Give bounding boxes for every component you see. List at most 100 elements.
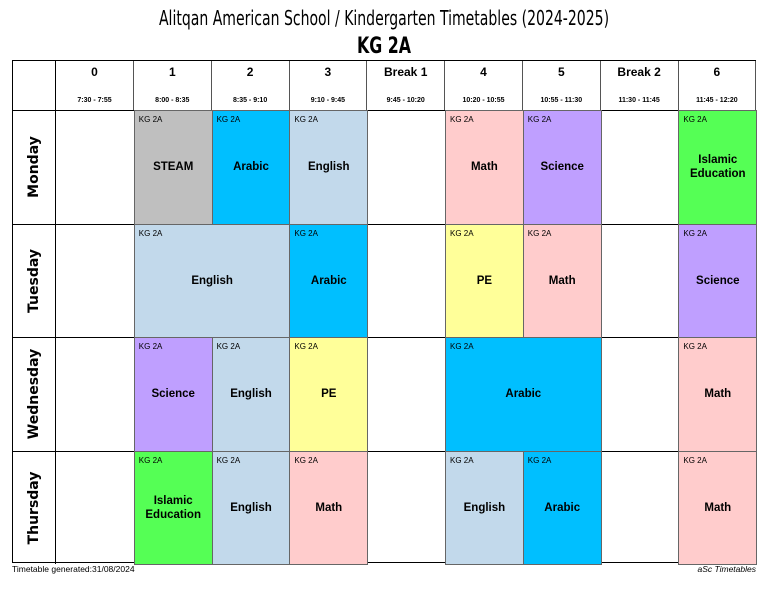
lesson-cell[interactable]: KG 2A Arabic bbox=[445, 337, 602, 452]
lesson-class: KG 2A bbox=[683, 115, 707, 124]
period-time: 7:30 - 7:55 bbox=[77, 97, 112, 104]
lesson-cell[interactable]: KG 2A STEAM bbox=[133, 110, 213, 225]
lesson-subject: Math bbox=[315, 501, 343, 514]
lesson-subject: Arabic bbox=[233, 161, 269, 174]
period-label: Break 2 bbox=[617, 65, 661, 79]
lesson-subject: English bbox=[308, 161, 350, 174]
lesson-class: KG 2A bbox=[683, 228, 707, 238]
lesson-subject: Islamic Education bbox=[689, 154, 746, 181]
period-header: Break 1 9:45 - 10:20 bbox=[367, 61, 446, 110]
day-label: Tuesday bbox=[26, 248, 42, 313]
lesson-class: KG 2A bbox=[450, 342, 474, 351]
lesson-cell[interactable]: KG 2A Math bbox=[289, 450, 369, 565]
period-time: 8:35 - 9:10 bbox=[232, 97, 268, 104]
lesson-subject: Arabic bbox=[505, 388, 542, 401]
lesson-subject: Science bbox=[151, 388, 195, 401]
lesson-subject: Math bbox=[548, 274, 576, 287]
period-label: 3 bbox=[324, 65, 332, 79]
day-header: Monday bbox=[13, 110, 56, 224]
lesson-cell[interactable]: KG 2A Math bbox=[522, 223, 602, 338]
lesson-cell[interactable]: KG 2A PE bbox=[445, 223, 524, 338]
lesson-cell[interactable]: KG 2A English bbox=[133, 223, 291, 338]
period-label: 2 bbox=[246, 65, 254, 79]
lesson-class: KG 2A bbox=[294, 115, 318, 124]
lesson-subject: English bbox=[463, 501, 506, 514]
lesson-subject: Arabic bbox=[544, 501, 581, 514]
lesson-class: KG 2A bbox=[138, 115, 163, 124]
lesson-class: KG 2A bbox=[294, 228, 318, 238]
page-title: Alitqan American School / Kindergarten T… bbox=[158, 6, 610, 30]
period-header: 3 9:10 - 9:45 bbox=[289, 61, 368, 110]
lesson-cell[interactable]: KG 2A Arabic bbox=[289, 223, 369, 338]
lesson-cell[interactable]: KG 2A Science bbox=[133, 337, 213, 452]
period-time: 8:00 - 8:35 bbox=[155, 97, 190, 104]
lesson-cell[interactable]: KG 2A Islamic Education bbox=[133, 450, 213, 565]
lesson-class: KG 2A bbox=[138, 228, 163, 238]
lesson-cell[interactable]: KG 2A English bbox=[211, 450, 291, 565]
day-header: Thursday bbox=[13, 450, 56, 564]
lesson-class: KG 2A bbox=[527, 115, 552, 124]
lesson-cell[interactable]: KG 2A English bbox=[211, 337, 291, 452]
lesson-subject: Science bbox=[696, 274, 740, 287]
lesson-cell[interactable]: KG 2A Science bbox=[522, 110, 602, 225]
lesson-class: KG 2A bbox=[294, 455, 318, 465]
lesson-class: KG 2A bbox=[138, 455, 163, 465]
lesson-subject: PE bbox=[321, 388, 337, 401]
lesson-class: KG 2A bbox=[683, 455, 707, 465]
period-label: 1 bbox=[168, 65, 176, 79]
lesson-subject: Math bbox=[470, 161, 498, 174]
period-header: 1 8:00 - 8:35 bbox=[134, 61, 212, 110]
brand-credit: aSc Timetables bbox=[697, 564, 756, 574]
lesson-subject: STEAM bbox=[153, 161, 194, 174]
period-header: 4 10:20 - 10:55 bbox=[445, 61, 523, 110]
period-time: 11:45 - 12:20 bbox=[696, 97, 738, 104]
lesson-class: KG 2A bbox=[216, 342, 241, 351]
lesson-subject: Science bbox=[540, 161, 584, 174]
lesson-cell[interactable]: KG 2A Islamic Education bbox=[678, 110, 758, 225]
lesson-subject: PE bbox=[476, 274, 493, 287]
lesson-cell[interactable]: KG 2A PE bbox=[289, 337, 369, 452]
lesson-cell[interactable]: KG 2A English bbox=[289, 110, 369, 225]
lesson-cell[interactable]: KG 2A Arabic bbox=[211, 110, 291, 225]
lesson-subject: English bbox=[191, 274, 233, 287]
period-header: 6 11:45 - 12:20 bbox=[678, 61, 757, 110]
day-header: Tuesday bbox=[13, 223, 56, 337]
lesson-class: KG 2A bbox=[450, 455, 474, 465]
lesson-class: KG 2A bbox=[450, 115, 474, 124]
day-label: Thursday bbox=[26, 471, 42, 545]
lesson-cell[interactable]: KG 2A English bbox=[445, 450, 524, 565]
row-divider bbox=[56, 223, 755, 225]
lesson-class: KG 2A bbox=[450, 228, 474, 238]
period-label: 6 bbox=[713, 65, 721, 79]
lesson-class: KG 2A bbox=[216, 115, 241, 124]
period-label: 0 bbox=[91, 65, 98, 79]
period-label: 4 bbox=[480, 65, 487, 79]
lesson-cell[interactable]: KG 2A Arabic bbox=[522, 450, 602, 565]
period-header: Break 2 11:30 - 11:45 bbox=[601, 61, 679, 110]
timetable-grid: 0 7:30 - 7:55 1 8:00 - 8:35 2 8:35 - 9:10 3 9:1… bbox=[12, 60, 758, 565]
day-label: Monday bbox=[26, 136, 42, 199]
lesson-subject: English bbox=[230, 388, 272, 401]
period-time: 10:20 - 10:55 bbox=[462, 97, 505, 104]
period-label: Break 1 bbox=[384, 65, 428, 79]
row-divider bbox=[56, 450, 755, 452]
lesson-class: KG 2A bbox=[294, 342, 318, 351]
period-header: 2 8:35 - 9:10 bbox=[212, 61, 290, 110]
period-header: 5 10:55 - 11:30 bbox=[523, 61, 601, 110]
lesson-cell[interactable]: KG 2A Math bbox=[445, 110, 524, 225]
lesson-cell[interactable]: KG 2A Math bbox=[678, 337, 758, 452]
lesson-class: KG 2A bbox=[216, 455, 241, 465]
lesson-class: KG 2A bbox=[527, 228, 552, 238]
lesson-subject: Math bbox=[704, 501, 732, 514]
lesson-class: KG 2A bbox=[138, 342, 163, 351]
corner-cell bbox=[13, 61, 56, 110]
period-time: 11:30 - 11:45 bbox=[618, 97, 660, 104]
lesson-subject: Arabic bbox=[310, 274, 347, 287]
day-header: Wednesday bbox=[13, 337, 56, 451]
row-divider bbox=[56, 110, 755, 111]
class-title: KG 2A bbox=[356, 34, 412, 59]
lesson-cell[interactable]: KG 2A Science bbox=[678, 223, 758, 338]
lesson-cell[interactable]: KG 2A Math bbox=[678, 450, 758, 565]
period-time: 9:10 - 9:45 bbox=[310, 97, 346, 104]
lesson-class: KG 2A bbox=[527, 455, 552, 465]
